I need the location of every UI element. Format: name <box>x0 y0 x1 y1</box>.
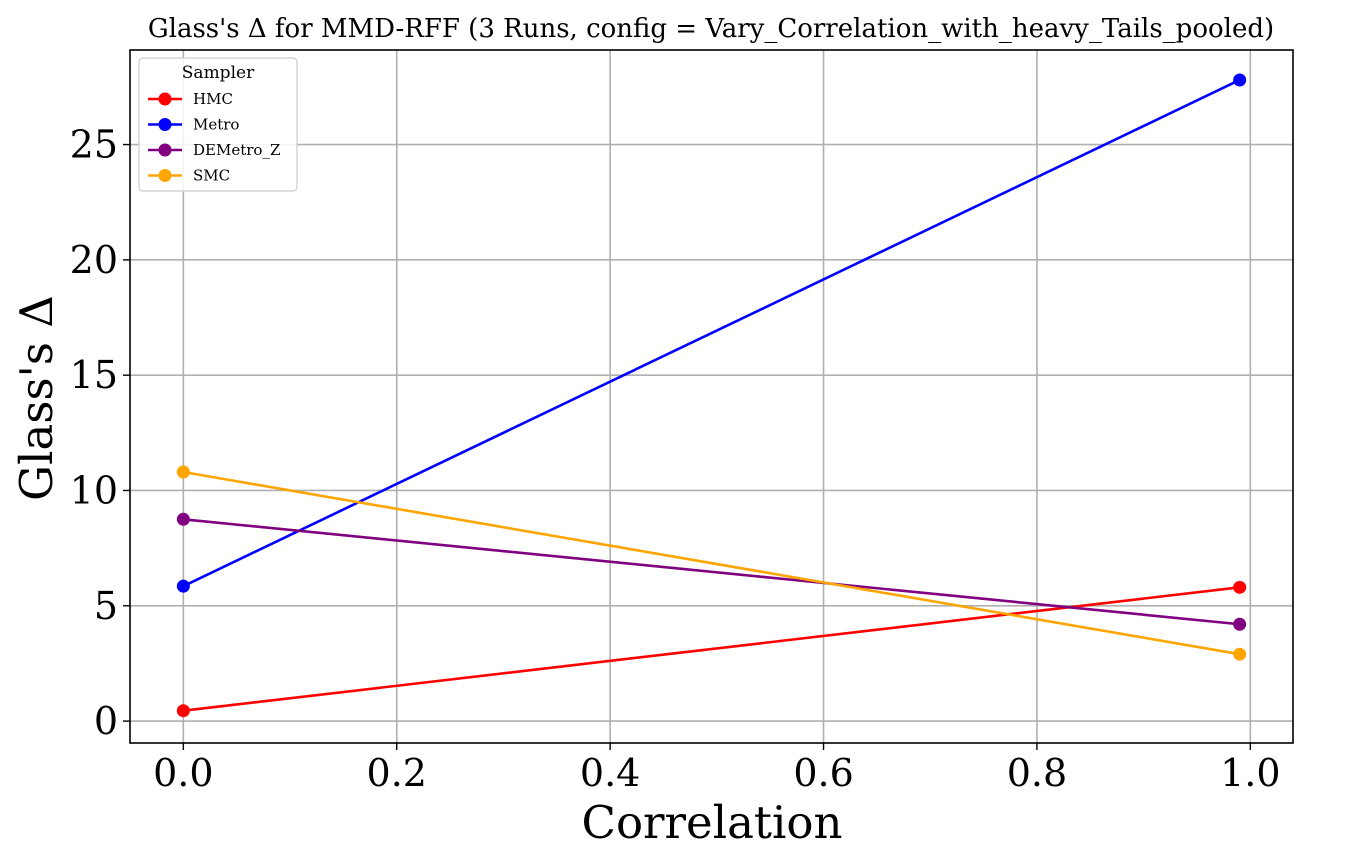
series-metro <box>176 73 1247 593</box>
series-line <box>183 470 1240 656</box>
x-tick-label: 0.0 <box>153 751 213 795</box>
y-tick-label: 5 <box>94 584 118 628</box>
legend-item-metro: Metro <box>148 116 239 134</box>
x-tick-label: 0.8 <box>1007 751 1067 795</box>
y-tick-label: 20 <box>70 238 118 282</box>
series-layer <box>176 73 1247 718</box>
data-point <box>1233 73 1247 87</box>
legend-item-smc: SMC <box>148 167 230 185</box>
data-point <box>176 512 190 526</box>
data-point <box>1233 647 1247 661</box>
y-tick-label: 10 <box>70 468 118 512</box>
x-tick-label: 0.6 <box>793 751 853 795</box>
legend-swatch-marker <box>158 143 172 157</box>
y-tick-label: 0 <box>94 699 118 743</box>
grid <box>130 50 1293 743</box>
series-line <box>183 518 1240 626</box>
y-axis-ticks: 0 5 10 15 20 25 <box>70 123 130 743</box>
x-tick-label: 0.4 <box>580 751 640 795</box>
y-tick-label: 25 <box>70 123 118 167</box>
legend-label: HMC <box>193 90 233 108</box>
data-point <box>1233 617 1247 631</box>
legend-box <box>138 57 298 192</box>
chart-title: Glass's Δ for MMD-RFF (3 Runs, config = … <box>148 14 1274 44</box>
data-point <box>176 465 190 479</box>
x-axis-label: Correlation <box>582 796 843 849</box>
legend-label: DEMetro_Z <box>193 141 280 159</box>
legend-item-hmc: HMC <box>148 90 233 108</box>
legend-swatch-marker <box>158 169 172 182</box>
legend-swatch-marker <box>158 118 172 131</box>
legend-label: Metro <box>193 116 239 134</box>
series-smc <box>176 465 1247 661</box>
data-point <box>1233 580 1247 594</box>
legend-item-demetro-z: DEMetro_Z <box>148 141 280 159</box>
legend-swatch-marker <box>158 92 172 106</box>
plot-frame <box>129 49 1294 744</box>
series-line <box>182 78 1241 588</box>
series-demetro-z <box>176 512 1247 631</box>
y-axis-label: Glass's Δ <box>10 295 63 501</box>
x-tick-label: 1.0 <box>1220 751 1280 795</box>
y-tick-label: 15 <box>70 353 118 397</box>
legend-title: Sampler <box>182 63 255 83</box>
x-axis-ticks: 0.0 0.2 0.4 0.6 0.8 1.0 <box>153 743 1281 795</box>
data-point <box>176 704 190 718</box>
data-point <box>176 579 190 593</box>
legend-label: SMC <box>193 167 230 185</box>
legend: Sampler HMC Metro DEMetro_Z SMC <box>138 57 298 192</box>
x-tick-label: 0.2 <box>367 751 427 795</box>
series-hmc <box>176 580 1247 718</box>
